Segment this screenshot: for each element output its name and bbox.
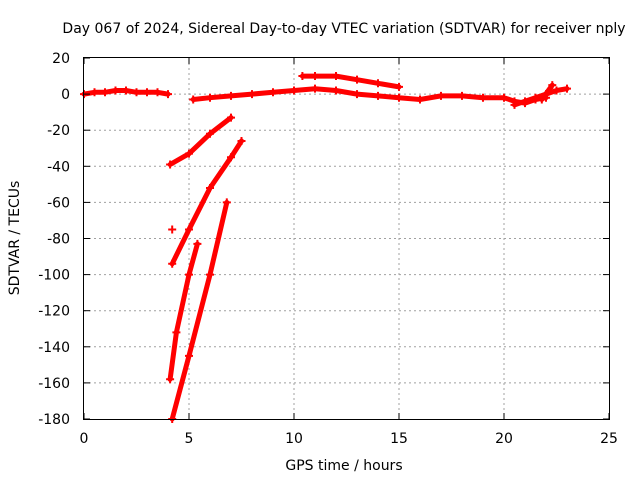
x-tick-label: 10 xyxy=(285,431,303,447)
data-point xyxy=(206,270,214,279)
data-point xyxy=(206,183,214,192)
data-point xyxy=(332,86,340,95)
data-point xyxy=(548,81,557,90)
data-point xyxy=(353,90,361,99)
y-tick-label: -20 xyxy=(47,123,70,139)
data-point xyxy=(168,259,177,268)
x-tick-label: 0 xyxy=(80,431,89,447)
data-point xyxy=(311,72,319,81)
series-track-line xyxy=(539,82,555,102)
data-point xyxy=(101,88,109,97)
series-track-line xyxy=(169,199,230,422)
y-tick-label: -100 xyxy=(38,268,70,284)
data-point xyxy=(122,86,130,95)
data-point xyxy=(166,160,175,169)
y-tick-label: -60 xyxy=(47,195,70,211)
series-track xyxy=(168,225,177,234)
data-point xyxy=(510,100,519,109)
series-track xyxy=(168,137,246,268)
data-point xyxy=(298,72,307,81)
x-axis-title: GPS time / hours xyxy=(285,458,402,474)
data-point xyxy=(227,91,235,100)
data-point xyxy=(500,93,508,102)
series-track-line xyxy=(167,115,234,167)
y-tick-label: -120 xyxy=(38,304,70,320)
data-point xyxy=(552,86,561,95)
data-point xyxy=(248,90,256,99)
data-point xyxy=(395,82,403,91)
data-point xyxy=(374,91,382,100)
data-point xyxy=(164,90,172,99)
y-tick-label: 20 xyxy=(52,51,70,67)
data-series-layer xyxy=(80,72,571,423)
tick-layer: 20 0 -20 -40 -60 -80 -100 -120 -140 -160 -180 0 5 10 1… xyxy=(38,51,618,447)
data-point xyxy=(185,351,193,360)
data-point xyxy=(193,239,202,248)
y-tick-label: -40 xyxy=(47,159,70,175)
plot-frame xyxy=(83,57,610,420)
chart-title: Day 067 of 2024, Sidereal Day-to-day VTE… xyxy=(62,21,625,37)
data-point xyxy=(111,86,120,95)
data-point xyxy=(185,270,193,279)
series-track xyxy=(166,239,202,384)
data-point xyxy=(166,375,175,384)
series-track xyxy=(298,72,403,91)
data-point xyxy=(206,129,214,138)
series-track xyxy=(166,113,235,169)
data-point xyxy=(353,75,361,84)
data-point xyxy=(458,91,466,100)
data-point xyxy=(531,93,540,102)
data-point xyxy=(168,225,177,234)
series-track-line xyxy=(167,241,200,382)
data-point xyxy=(143,88,151,97)
data-point xyxy=(521,97,529,106)
y-tick-label: 0 xyxy=(61,87,70,103)
series-track xyxy=(80,86,172,99)
data-point xyxy=(206,93,214,102)
data-point xyxy=(153,88,162,97)
series-track xyxy=(168,198,231,423)
data-point xyxy=(395,93,403,102)
data-point xyxy=(227,153,235,162)
data-point xyxy=(332,72,340,81)
x-tick-label: 15 xyxy=(390,431,408,447)
data-point xyxy=(185,149,193,158)
y-tick-label: -80 xyxy=(47,232,70,248)
data-point xyxy=(479,93,487,102)
y-tick-label: -160 xyxy=(38,376,70,392)
data-point xyxy=(237,137,246,146)
data-point xyxy=(227,113,235,122)
data-point xyxy=(290,86,298,95)
data-point xyxy=(416,95,424,104)
data-point xyxy=(437,91,445,100)
data-point xyxy=(311,84,319,93)
y-tick-label: -180 xyxy=(38,412,70,428)
data-point xyxy=(222,198,231,207)
data-point xyxy=(185,225,193,234)
x-tick-label: 5 xyxy=(185,431,194,447)
y-axis-title: SDTVAR / TECUs xyxy=(7,181,23,296)
data-point xyxy=(269,88,277,97)
data-point xyxy=(172,328,181,337)
data-point xyxy=(563,84,571,93)
data-point xyxy=(132,88,141,97)
x-tick-label: 25 xyxy=(600,431,618,447)
x-tick-label: 20 xyxy=(495,431,513,447)
data-point xyxy=(537,95,546,104)
data-point xyxy=(90,88,99,97)
series-track xyxy=(537,81,557,104)
data-point xyxy=(374,79,382,88)
y-tick-label: -140 xyxy=(38,340,70,356)
data-point xyxy=(189,95,198,104)
